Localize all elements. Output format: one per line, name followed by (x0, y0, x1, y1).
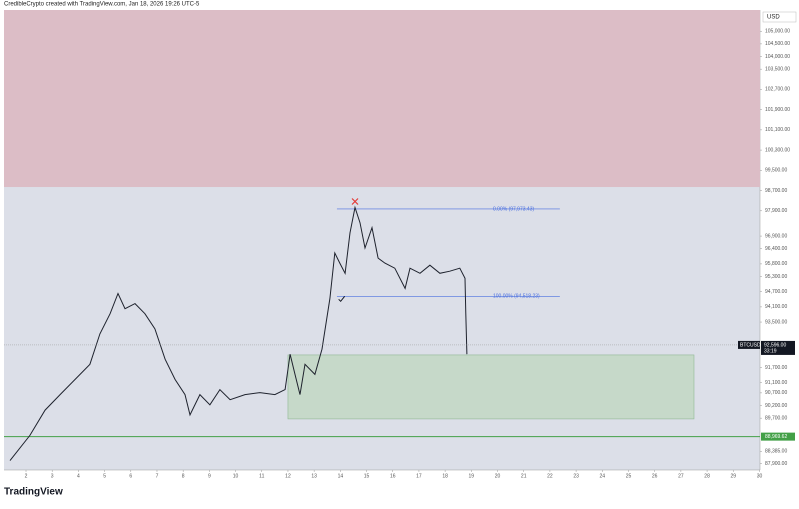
x-tick-label: 29 (730, 473, 736, 479)
y-tick-label: 101,100.00 (765, 127, 790, 133)
y-tick-label: 94,700.00 (765, 289, 787, 295)
demand-zone (287, 354, 695, 420)
x-tick-label: 28 (704, 473, 710, 479)
y-tick-label: 90,700.00 (765, 390, 787, 396)
x-tick-label: 4 (77, 473, 80, 479)
x-tick-label: 23 (573, 473, 579, 479)
x-tick-label: 13 (311, 473, 317, 479)
y-tick-label: 89,700.00 (765, 415, 787, 421)
y-tick-label: 95,800.00 (765, 261, 787, 267)
y-tick-label: 88,385.00 (765, 449, 787, 455)
x-mark (351, 198, 359, 205)
support-label-box (761, 432, 795, 441)
x-tick-label: 12 (285, 473, 291, 479)
x-tick-label: 6 (129, 473, 132, 479)
fib-label: 100.00% (94,518.23) (493, 294, 540, 300)
last-price-box (761, 340, 795, 355)
y-tick-label: 100,300.00 (765, 147, 790, 153)
x-tick-label: 16 (390, 473, 396, 479)
x-tick-label: 18 (442, 473, 448, 479)
x-tick-label: 24 (600, 473, 606, 479)
symbol-box (738, 340, 760, 349)
x-tick-label: 27 (678, 473, 684, 479)
resistance-zone (4, 10, 760, 188)
x-tick-label: 10 (233, 473, 239, 479)
y-tick-label: 95,300.00 (765, 274, 787, 280)
y-tick-label: 90,200.00 (765, 403, 787, 409)
y-tick-label: 99,500.00 (765, 168, 787, 174)
price-line (9, 205, 468, 461)
y-tick-label: 97,900.00 (765, 208, 787, 214)
x-tick-label: 20 (495, 473, 501, 479)
y-tick-label: 94,100.00 (765, 304, 787, 310)
countdown: 33:19 (764, 348, 777, 354)
support-label: 88,969.62 (765, 434, 787, 440)
x-tick-label: 5 (103, 473, 106, 479)
x-tick-label: 21 (521, 473, 527, 479)
currency: USD (767, 15, 780, 21)
brand: TradingView (4, 487, 63, 498)
y-tick-label: 103,500.00 (765, 67, 790, 73)
x-tick-label: 8 (182, 473, 185, 479)
x-tick-label: 15 (364, 473, 370, 479)
check-mark (338, 295, 346, 303)
y-tick-label: 101,900.00 (765, 107, 790, 113)
x-tick-label: 25 (626, 473, 632, 479)
y-tick-label: 91,700.00 (765, 365, 787, 371)
y-tick-label: 93,500.00 (765, 319, 787, 325)
credit: CredibleCrypto created with TradingView.… (4, 2, 200, 8)
x-tick-label: 22 (547, 473, 553, 479)
y-tick-label: 102,700.00 (765, 87, 790, 93)
x-tick-label: 19 (469, 473, 475, 479)
x-tick-label: 30 (757, 473, 763, 479)
y-tick-label: 105,000.00 (765, 29, 790, 35)
symbol: BTCUSD (740, 342, 761, 348)
x-tick-label: 11 (259, 473, 264, 479)
y-tick-label: 104,500.00 (765, 41, 790, 47)
last-price-label: 92,596.00 (764, 342, 786, 348)
x-tick-label: 17 (416, 473, 422, 479)
y-tick-label: 98,700.00 (765, 188, 787, 194)
x-tick-label: 14 (338, 473, 344, 479)
currency-box[interactable] (762, 11, 797, 23)
x-tick-label: 7 (156, 473, 159, 479)
y-tick-label: 91,100.00 (765, 380, 787, 386)
x-tick-label: 3 (51, 473, 54, 479)
y-tick-label: 96,400.00 (765, 246, 787, 252)
y-tick-label: 87,900.00 (765, 461, 787, 467)
x-tick-label: 2 (25, 473, 28, 479)
y-tick-label: 96,900.00 (765, 233, 787, 239)
fib-label: 0.00% (97,973.43) (493, 206, 534, 212)
x-tick-label: 26 (652, 473, 658, 479)
x-tick-label: 9 (208, 473, 211, 479)
y-tick-label: 104,000.00 (765, 54, 790, 60)
